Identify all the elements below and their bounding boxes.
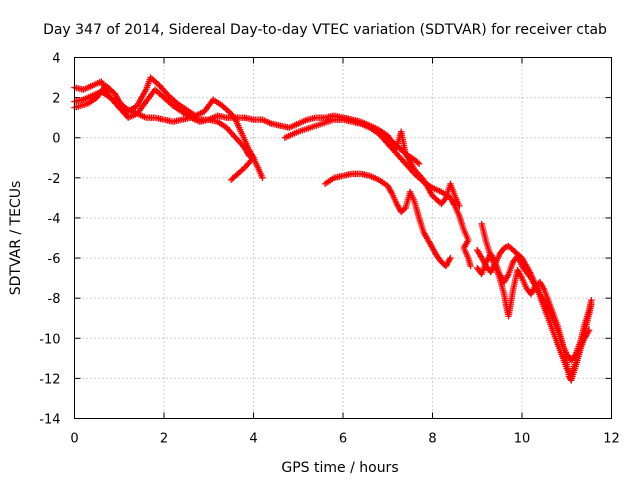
y-tick-label: 4 — [52, 52, 60, 67]
x-tick-label: 12 — [603, 432, 620, 447]
data-point — [419, 175, 426, 182]
y-axis-label: SDTVAR / TECUs — [8, 181, 24, 296]
x-tick-label: 10 — [514, 432, 531, 447]
y-tick-label: -8 — [48, 292, 61, 307]
series-arc-5 — [339, 114, 463, 210]
y-tick-label: -2 — [48, 172, 61, 187]
data-point — [456, 202, 463, 210]
data-point — [259, 174, 266, 182]
y-tick-label: -4 — [48, 212, 61, 227]
series-arc-6 — [321, 170, 454, 270]
data-point — [227, 176, 235, 184]
y-tick-label: -12 — [39, 372, 60, 387]
data-point — [467, 262, 474, 270]
series-arc-3 — [71, 86, 257, 184]
chart-title: Day 347 of 2014, Sidereal Day-to-day VTE… — [43, 22, 607, 38]
data-point — [585, 327, 593, 334]
axis-ticks: 0 2 4 6 8 10 12 4 2 0 -2 -4 -6 -8 -10 -12 -14 — [39, 52, 620, 447]
grid-lines — [74, 57, 612, 419]
x-axis-label: GPS time / hours — [281, 460, 398, 476]
y-tick-label: -6 — [48, 252, 61, 267]
x-tick-label: 0 — [70, 432, 78, 447]
series-arc-4 — [281, 116, 474, 270]
x-tick-label: 4 — [249, 432, 257, 447]
x-tick-label: 6 — [339, 432, 347, 447]
y-tick-label: -10 — [39, 332, 60, 347]
plot-frame — [74, 57, 612, 419]
x-tick-label: 8 — [428, 432, 436, 447]
series-arc-2 — [71, 74, 266, 182]
data-point — [415, 160, 423, 167]
data-points — [71, 74, 595, 384]
x-tick-label: 2 — [160, 432, 168, 447]
series-arc-9 — [474, 250, 595, 364]
y-tick-label: 2 — [52, 92, 60, 107]
data-point — [447, 254, 454, 262]
y-tick-label: 0 — [52, 132, 60, 147]
y-tick-label: -14 — [39, 413, 60, 428]
data-point — [588, 296, 595, 304]
